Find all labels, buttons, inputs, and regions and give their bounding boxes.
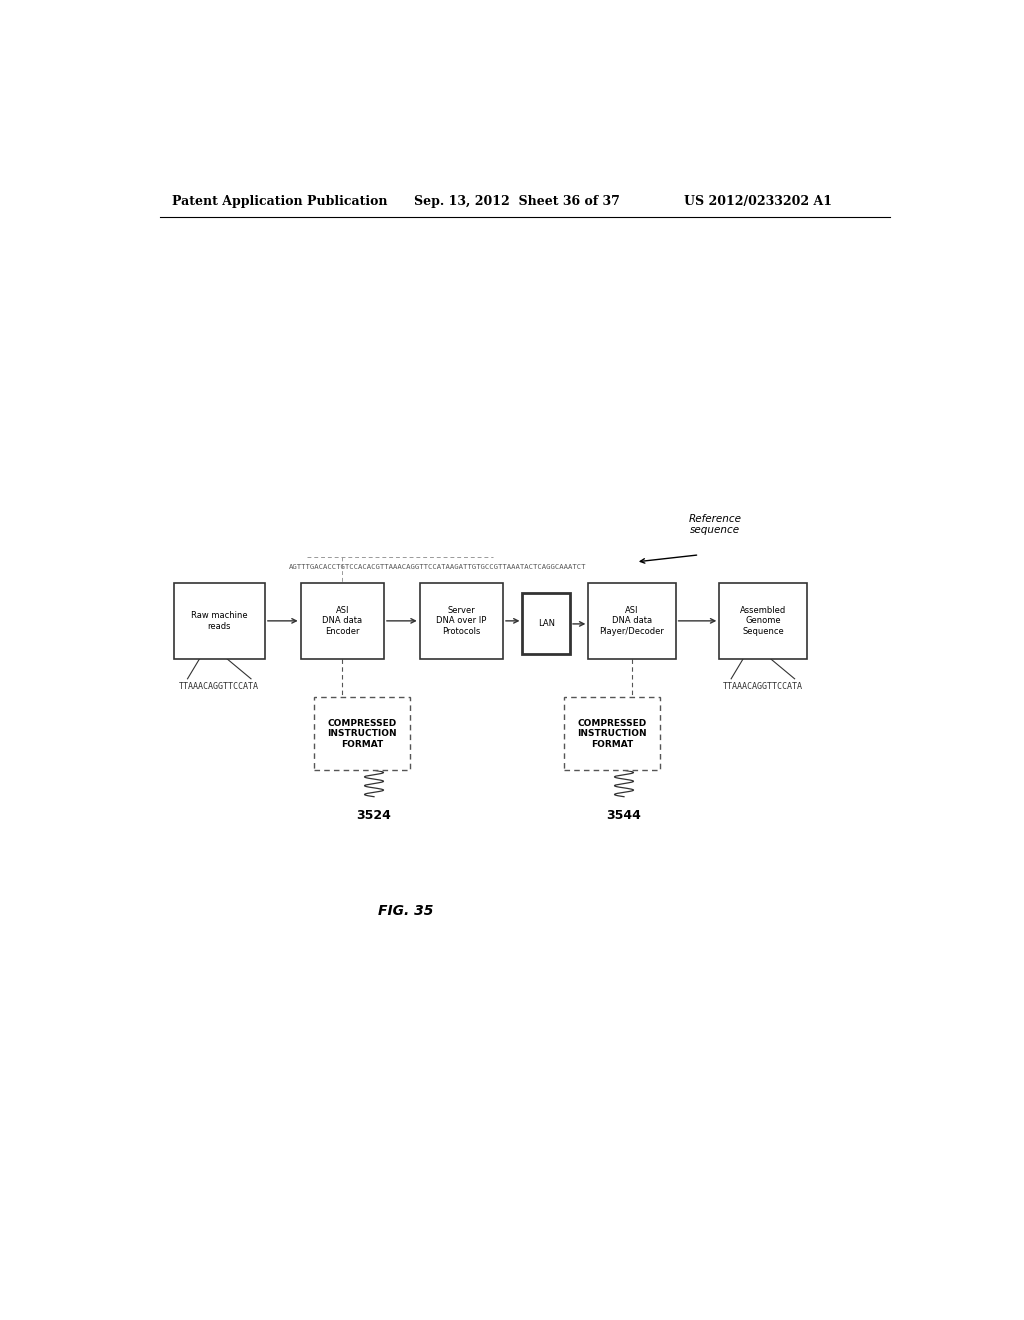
Text: COMPRESSED
INSTRUCTION
FORMAT: COMPRESSED INSTRUCTION FORMAT: [328, 719, 397, 748]
Text: Server
DNA over IP
Protocols: Server DNA over IP Protocols: [436, 606, 486, 636]
Text: TTAAACAGGTTCCATA: TTAAACAGGTTCCATA: [179, 682, 259, 692]
FancyBboxPatch shape: [420, 582, 503, 659]
Text: Patent Application Publication: Patent Application Publication: [172, 194, 387, 207]
FancyBboxPatch shape: [174, 582, 265, 659]
Text: ASI
DNA data
Encoder: ASI DNA data Encoder: [323, 606, 362, 636]
FancyBboxPatch shape: [588, 582, 676, 659]
Text: Reference
sequence: Reference sequence: [689, 513, 741, 535]
Text: Assembled
Genome
Sequence: Assembled Genome Sequence: [739, 606, 786, 636]
FancyBboxPatch shape: [301, 582, 384, 659]
FancyBboxPatch shape: [719, 582, 807, 659]
Text: FIG. 35: FIG. 35: [378, 903, 433, 917]
Text: 3524: 3524: [356, 809, 391, 822]
Text: 3544: 3544: [606, 809, 641, 822]
FancyBboxPatch shape: [522, 594, 570, 655]
Text: Sep. 13, 2012  Sheet 36 of 37: Sep. 13, 2012 Sheet 36 of 37: [414, 194, 620, 207]
Text: ASI
DNA data
Player/Decoder: ASI DNA data Player/Decoder: [599, 606, 665, 636]
Text: COMPRESSED
INSTRUCTION
FORMAT: COMPRESSED INSTRUCTION FORMAT: [578, 719, 647, 748]
Text: TTAAACAGGTTCCATA: TTAAACAGGTTCCATA: [723, 682, 803, 692]
Text: US 2012/0233202 A1: US 2012/0233202 A1: [684, 194, 831, 207]
FancyBboxPatch shape: [564, 697, 659, 771]
Text: Raw machine
reads: Raw machine reads: [190, 611, 248, 631]
FancyBboxPatch shape: [314, 697, 410, 771]
Text: AGTTTGACACCTGTCCACACGTTAAACAGGTTCCATAAGATTGTGCCGTTAAATACTCAGGCAAATCT: AGTTTGACACCTGTCCACACGTTAAACAGGTTCCATAAGA…: [289, 564, 587, 570]
Text: LAN: LAN: [538, 619, 555, 628]
